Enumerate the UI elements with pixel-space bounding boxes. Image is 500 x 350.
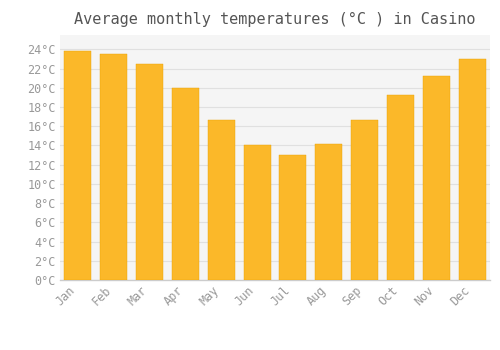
- Bar: [351, 120, 378, 280]
- Bar: [244, 145, 270, 280]
- Bar: [458, 59, 485, 280]
- Bar: [387, 94, 414, 280]
- Title: Average monthly temperatures (°C ) in Casino: Average monthly temperatures (°C ) in Ca…: [74, 12, 476, 27]
- Bar: [423, 76, 450, 280]
- Bar: [280, 155, 306, 280]
- Bar: [64, 51, 92, 280]
- Bar: [100, 54, 127, 280]
- Bar: [136, 64, 163, 280]
- Bar: [208, 120, 234, 280]
- Bar: [172, 88, 199, 280]
- Bar: [316, 144, 342, 280]
